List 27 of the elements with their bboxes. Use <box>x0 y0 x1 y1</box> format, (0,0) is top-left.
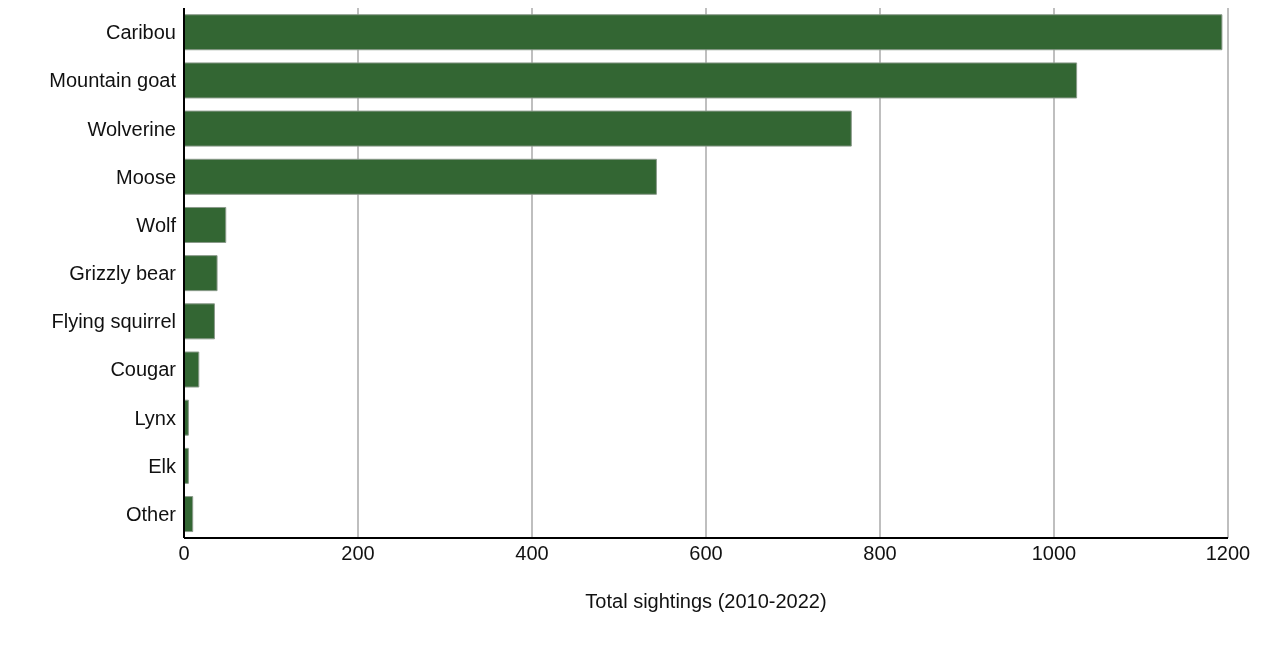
y-tick-label: Caribou <box>105 21 176 44</box>
y-tick-label: Flying squirrel <box>51 310 176 333</box>
y-tick-label: Mountain goat <box>49 69 177 92</box>
x-axis-title: Total sightings (2010-2022) <box>585 590 827 612</box>
bar <box>184 206 227 243</box>
bar <box>184 62 1078 99</box>
bar <box>184 351 200 388</box>
y-tick-label: Wolverine <box>87 117 176 140</box>
bar <box>184 303 215 340</box>
x-tick-label: 200 <box>341 542 375 565</box>
x-tick-label: 800 <box>863 542 897 565</box>
x-tick-label: 1000 <box>1031 542 1077 565</box>
y-tick-label: Lynx <box>134 406 176 429</box>
x-tick-label: 400 <box>515 542 549 565</box>
bar <box>184 110 852 147</box>
bar <box>184 158 657 195</box>
x-tick-label: 600 <box>689 542 723 565</box>
x-tick-label: 0 <box>178 542 190 565</box>
y-tick-label: Moose <box>115 165 176 188</box>
y-tick-label: Elk <box>148 454 177 477</box>
y-tick-label: Grizzly bear <box>69 262 177 285</box>
bar <box>184 255 218 292</box>
y-tick-label: Cougar <box>110 358 177 381</box>
bar <box>184 14 1223 51</box>
x-tick-label: 1200 <box>1205 542 1251 565</box>
y-tick-label: Wolf <box>136 213 177 236</box>
y-tick-label: Other <box>125 503 177 526</box>
